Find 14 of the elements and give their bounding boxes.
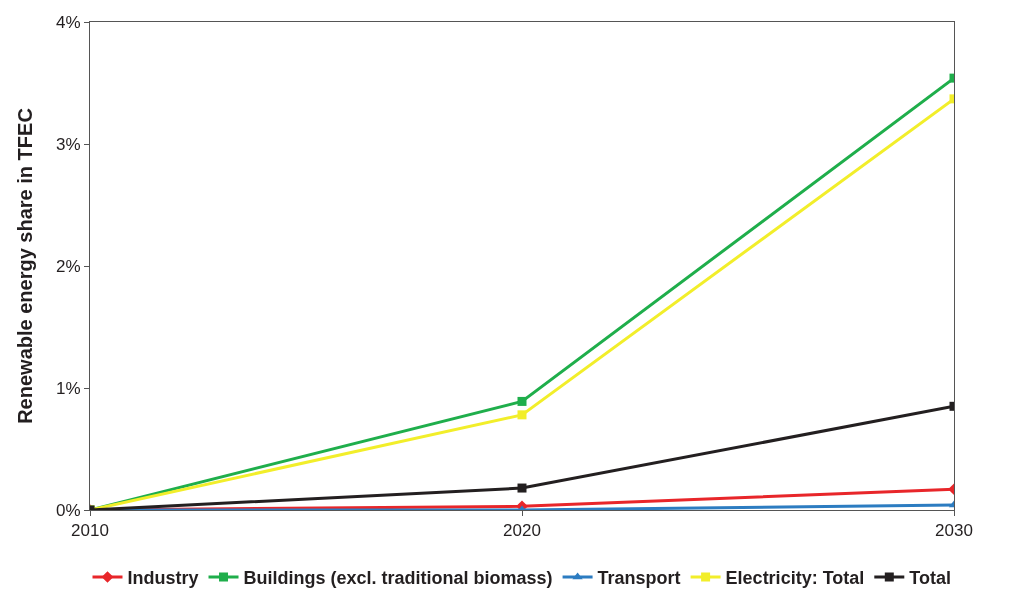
x-tick-label: 2030 <box>935 521 973 541</box>
y-axis-title: Renewable energy share in TFEC <box>13 108 36 424</box>
legend-label: Industry <box>127 568 199 589</box>
y-tick-label: 1% <box>56 378 81 398</box>
legend-label: Buildings (excl. traditional biomass) <box>243 568 553 589</box>
x-tick-label: 2020 <box>503 521 541 541</box>
legend-label: Electricity: Total <box>725 568 865 589</box>
y-tick-label: 4% <box>56 12 81 32</box>
y-tick-label: 0% <box>56 500 81 520</box>
y-tick-label: 2% <box>56 256 81 276</box>
y-tick-label: 3% <box>56 134 81 154</box>
legend-label: Total <box>909 568 951 589</box>
legend-label: Transport <box>597 568 681 589</box>
x-tick-label: 2010 <box>71 521 109 541</box>
